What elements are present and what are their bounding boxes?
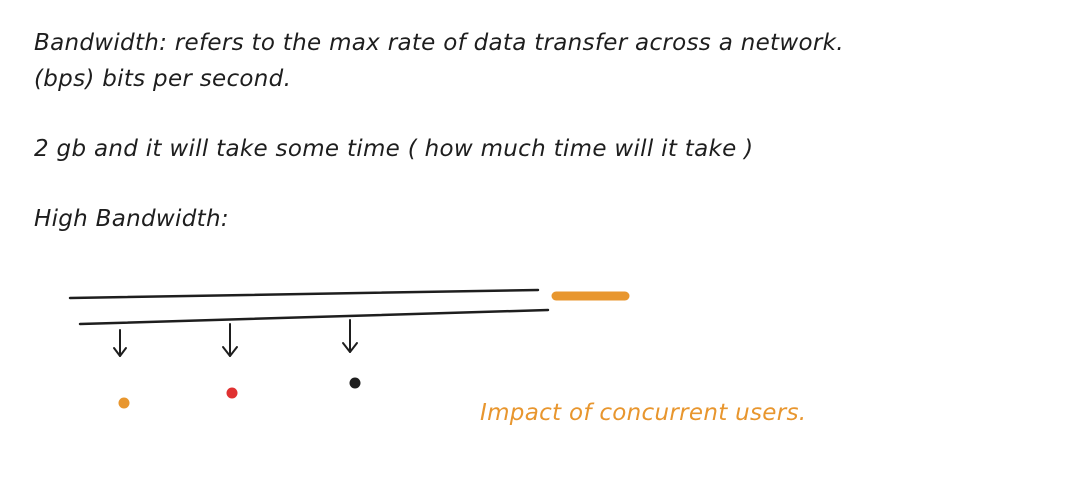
user-dot-black <box>349 377 361 389</box>
arrow-down-1 <box>113 329 127 357</box>
arrow-down-2 <box>222 323 238 357</box>
bandwidth-definition-text: Bandwidth: refers to the max rate of dat… <box>34 30 844 56</box>
arrow-down-3 <box>342 319 358 353</box>
example-2gb-text: 2 gb and it will take some time ( how mu… <box>34 136 754 162</box>
user-dot-orange <box>118 397 130 409</box>
bps-note-text: (bps) bits per second. <box>34 66 292 92</box>
user-dot-red <box>226 387 238 399</box>
impact-note-text: Impact of concurrent users. <box>480 400 807 426</box>
high-bandwidth-heading: High Bandwidth: <box>34 206 229 232</box>
pipe-bottom-line <box>78 308 550 326</box>
pipe-top-line <box>68 288 540 300</box>
